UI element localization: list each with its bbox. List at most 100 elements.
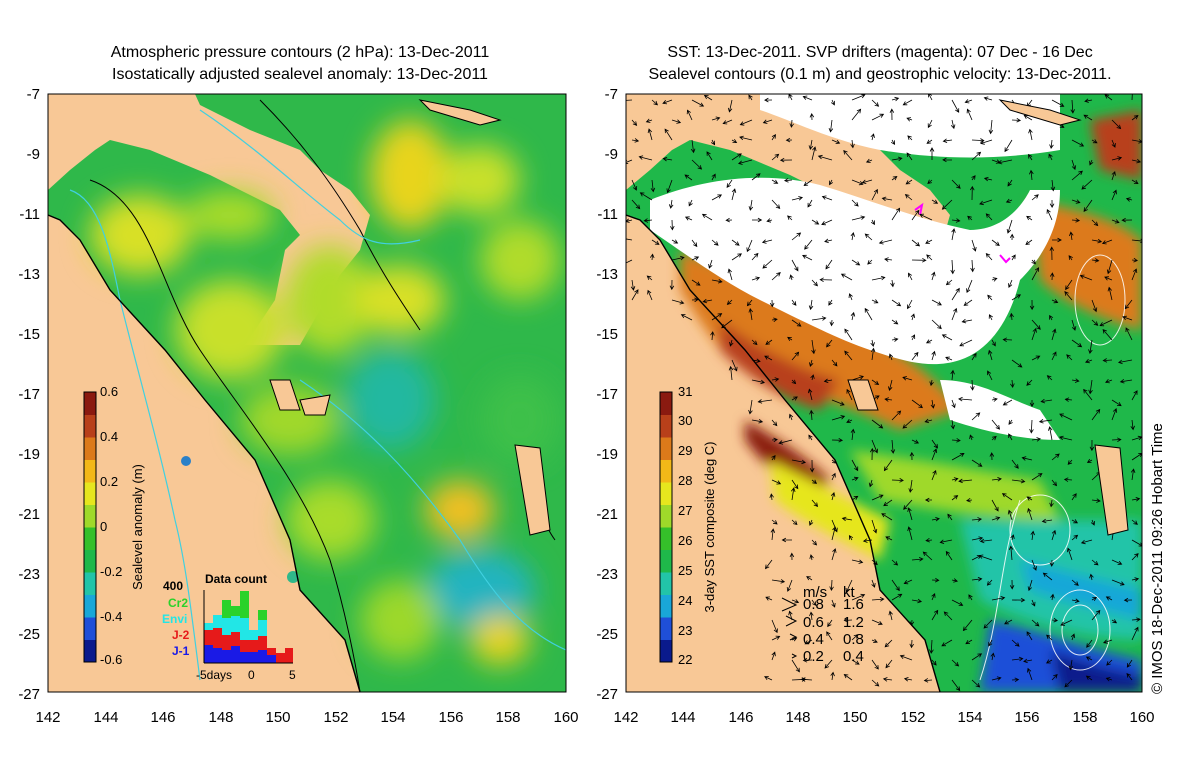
velocity-arrow	[831, 599, 836, 608]
left-cbar-label: Sealevel anomaly (m)	[130, 464, 145, 590]
velocity-arrow	[1131, 94, 1133, 101]
velocity-arrow	[966, 279, 973, 294]
velocity-arrow	[809, 409, 814, 421]
right-cbar-tick: 31	[678, 384, 692, 399]
left-cbar-tick: 0.4	[100, 429, 118, 444]
velocity-arrow	[1105, 596, 1113, 601]
velocity-arrow	[647, 128, 653, 141]
velocity-arrow	[817, 154, 833, 161]
velocity-arrow	[1091, 319, 1099, 326]
velocity-arrow	[811, 146, 817, 161]
velocity-arrow	[843, 149, 853, 161]
velocity-arrow	[802, 95, 813, 101]
velocity-arrow	[983, 96, 993, 101]
velocity-arrow	[671, 239, 679, 244]
velocity-arrow	[1131, 519, 1138, 525]
velocity-arrow	[942, 138, 953, 143]
lon-label: 148	[785, 709, 810, 726]
velocity-arrow	[662, 156, 673, 162]
velocity-legend: m/s kt 0.8 1.6 0.6 1.2 0.4 0.8 0.2 0.4	[781, 584, 864, 665]
imos-credit: © IMOS 18-Dec-2011 09:26 Hobart Time	[1149, 423, 1166, 694]
velocity-arrow	[951, 679, 961, 692]
velocity-arrow	[902, 376, 913, 381]
velocity-arrow	[931, 448, 938, 461]
velocity-arrow	[690, 139, 696, 154]
velocity-arrow	[1011, 294, 1022, 301]
velocity-arrow	[951, 287, 960, 301]
velocity-arrow	[851, 375, 864, 381]
vel-ms: 0.8	[803, 596, 824, 613]
velocity-arrow	[945, 550, 953, 561]
velocity-arrow	[631, 138, 640, 143]
velocity-arrow	[731, 138, 738, 144]
velocity-arrow	[711, 278, 723, 284]
left-colorbar: 0.6 0.4 0.2 0 -0.2 -0.4 -0.6 Sealevel an…	[83, 384, 145, 667]
lat-label: -21	[18, 506, 40, 523]
right-sst-field	[680, 110, 1142, 692]
velocity-arrow	[882, 677, 893, 682]
velocity-arrow	[979, 199, 993, 206]
velocity-arrow	[639, 192, 653, 201]
velocity-arrow	[884, 639, 893, 648]
velocity-arrow	[1048, 426, 1053, 441]
velocity-arrow	[1111, 408, 1118, 421]
colorbar-swatch	[660, 482, 672, 505]
velocity-arrow	[864, 233, 873, 241]
velocity-arrow	[1040, 398, 1053, 404]
velocity-arrow	[1011, 639, 1020, 647]
velocity-arrow	[1071, 493, 1077, 501]
velocity-arrow	[907, 135, 913, 141]
velocity-arrow	[789, 274, 794, 281]
velocity-arrow	[885, 659, 893, 669]
velocity-arrow	[871, 494, 884, 501]
velocity-arrow	[1111, 619, 1118, 624]
legend-j2: J-2	[172, 628, 190, 642]
velocity-arrow	[884, 257, 893, 262]
velocity-arrow	[983, 619, 993, 629]
velocity-arrow	[907, 507, 913, 521]
sst-map	[625, 93, 1143, 693]
velocity-arrow	[1051, 99, 1065, 107]
velocity-arrow	[1071, 319, 1077, 331]
lat-label: -23	[18, 566, 40, 583]
velocity-arrow	[691, 239, 698, 248]
right-cbar-tick: 30	[678, 413, 692, 428]
velocity-arrow	[991, 339, 996, 347]
velocity-arrow	[722, 119, 733, 125]
velocity-arrow	[781, 537, 792, 543]
velocity-arrow	[988, 349, 993, 361]
vel-kt: 0.8	[843, 631, 864, 648]
velocity-arrow	[771, 579, 786, 584]
velocity-arrow	[844, 328, 853, 341]
velocity-arrow	[1049, 199, 1055, 209]
velocity-arrow	[931, 469, 937, 481]
velocity-arrow	[1071, 139, 1085, 147]
velocity-arrow	[991, 516, 1001, 521]
velocity-arrow	[1083, 199, 1093, 212]
velocity-arrow	[1091, 609, 1101, 621]
velocity-arrow	[1011, 597, 1026, 603]
velocity-arrow	[985, 213, 993, 221]
velocity-arrow	[824, 238, 833, 244]
velocity-arrow	[1009, 312, 1014, 321]
velocity-arrow	[783, 178, 793, 183]
velocity-arrow	[907, 299, 913, 310]
colorbar-swatch	[84, 437, 96, 460]
velocity-arrow	[764, 559, 773, 570]
lon-label: 154	[380, 709, 405, 726]
colorbar-swatch	[660, 594, 672, 618]
lon-label: 146	[150, 709, 175, 726]
velocity-arrow	[851, 94, 866, 101]
velocity-arrow	[851, 215, 866, 221]
lat-label: -25	[18, 626, 40, 643]
velocity-arrow	[962, 619, 973, 632]
velocity-arrow	[803, 179, 813, 186]
velocity-arrow	[1026, 631, 1033, 641]
lon-label: 152	[323, 709, 348, 726]
velocity-arrow	[1031, 355, 1041, 361]
velocity-arrow	[1131, 257, 1139, 263]
lon-label: 156	[438, 709, 463, 726]
velocity-arrow	[1071, 519, 1079, 524]
velocity-arrow	[791, 396, 798, 401]
velocity-arrow	[769, 299, 775, 308]
